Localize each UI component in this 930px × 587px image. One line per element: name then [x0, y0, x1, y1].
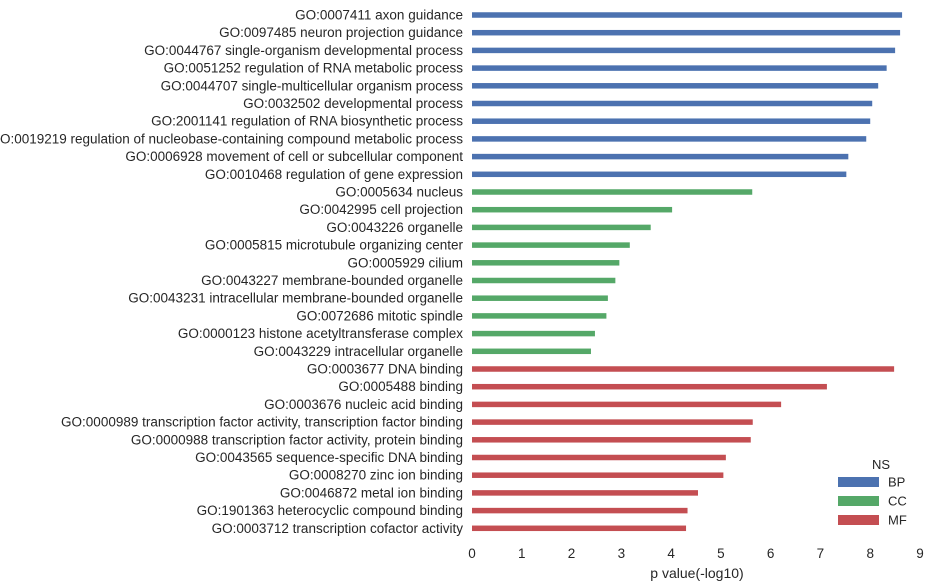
bar-cc — [472, 348, 591, 355]
legend-label-cc: CC — [888, 494, 907, 509]
category-label: GO:0019219 regulation of nucleobase-cont… — [0, 131, 463, 146]
category-label: GO:0003676 nucleic acid binding — [264, 397, 463, 412]
legend-swatch-cc — [838, 496, 879, 506]
category-label: GO:0043229 intracellular organelle — [254, 344, 463, 359]
bar-cc — [472, 260, 620, 266]
bar-cc — [472, 224, 651, 231]
category-label: GO:0003712 transcription cofactor activi… — [212, 521, 464, 536]
x-tick-label: 0 — [468, 546, 476, 561]
bar-bp — [472, 118, 871, 124]
category-label: GO:0046872 metal ion binding — [280, 485, 463, 500]
bar-mf — [472, 401, 782, 408]
category-label: GO:0000989 transcription factor activity… — [61, 415, 463, 430]
category-label: GO:0005815 microtubule organizing center — [205, 238, 464, 253]
x-tick-label: 5 — [717, 546, 725, 561]
category-label: GO:0000123 histone acetyltransferase com… — [178, 326, 463, 341]
category-label: GO:0072686 mitotic spindle — [296, 308, 463, 323]
category-labels: GO:0007411 axon guidance GO:0097485 neuro… — [0, 8, 464, 536]
bar-bp — [472, 65, 887, 71]
x-tick-label: 1 — [518, 546, 526, 561]
x-tick-label: 8 — [866, 546, 874, 561]
legend-swatch-mf — [838, 515, 879, 525]
bar-bp — [472, 83, 879, 89]
bars-layer — [472, 12, 903, 532]
bar-bp — [472, 29, 901, 36]
x-tick-label: 3 — [618, 546, 626, 561]
bar-mf — [472, 490, 698, 496]
legend: NS BP CC MF — [838, 457, 907, 528]
category-label: GO:0005929 cilium — [347, 255, 463, 270]
legend-title: NS — [872, 457, 890, 472]
bar-cc — [472, 206, 673, 213]
bar-cc — [472, 295, 608, 301]
x-axis-ticks: 0 1 2 3 4 5 6 7 8 9 — [468, 546, 924, 561]
category-label: GO:0005488 binding — [338, 379, 463, 394]
bar-cc — [472, 313, 607, 319]
bar-bp — [472, 100, 873, 107]
bar-mf — [472, 383, 827, 390]
category-label: GO:0043565 sequence-specific DNA binding — [195, 450, 463, 465]
x-tick-label: 9 — [916, 546, 924, 561]
category-label: GO:0005634 nucleus — [335, 185, 463, 200]
category-label: GO:0043227 membrane-bounded organelle — [201, 273, 463, 288]
bar-cc — [472, 330, 595, 337]
category-label: GO:0043231 intracellular membrane-bounde… — [128, 291, 463, 306]
legend-label-mf: MF — [888, 513, 907, 528]
bar-mf — [472, 454, 726, 461]
category-label: GO:0010468 regulation of gene expression — [205, 167, 463, 182]
category-label: GO:0032502 developmental process — [243, 96, 463, 111]
bar-bp — [472, 47, 896, 54]
legend-items: BP CC MF — [838, 475, 907, 528]
category-label: GO:0051252 regulation of RNA metabolic p… — [164, 61, 464, 76]
legend-swatch-bp — [838, 477, 879, 487]
bar-mf — [472, 525, 687, 532]
category-label: GO:0000988 transcription factor activity… — [131, 432, 463, 447]
bar-mf — [472, 366, 895, 372]
category-label: GO:0003677 DNA binding — [307, 362, 463, 377]
category-label: GO:0042995 cell projection — [299, 202, 463, 217]
legend-label-bp: BP — [888, 475, 905, 490]
category-label: GO:1901363 heterocyclic compound binding — [197, 503, 463, 518]
bar-bp — [472, 153, 849, 160]
bar-cc — [472, 242, 630, 248]
category-label: GO:2001141 regulation of RNA biosyntheti… — [151, 114, 463, 129]
bar-mf — [472, 437, 751, 443]
bar-mf — [472, 507, 688, 514]
bar-cc — [472, 189, 753, 195]
bar-bp — [472, 12, 903, 18]
x-tick-label: 6 — [767, 546, 775, 561]
bar-mf — [472, 419, 753, 425]
category-label: GO:0043226 organelle — [326, 220, 463, 235]
category-label: GO:0007411 axon guidance — [295, 8, 463, 23]
category-label: GO:0006928 movement of cell or subcellul… — [125, 149, 463, 164]
category-label: GO:0097485 neuron projection guidance — [219, 25, 463, 40]
category-label: GO:0044767 single-organism developmental… — [144, 43, 463, 58]
bar-bp — [472, 171, 847, 178]
bar-bp — [472, 136, 867, 142]
x-axis-title: p value(-log10) — [650, 565, 743, 581]
bar-cc — [472, 277, 616, 284]
bar-mf — [472, 472, 724, 478]
x-tick-label: 2 — [568, 546, 576, 561]
x-tick-label: 4 — [667, 546, 675, 561]
category-label: GO:0044707 single-multicellular organism… — [161, 78, 464, 93]
x-tick-label: 7 — [817, 546, 825, 561]
category-label: GO:0008270 zinc ion binding — [289, 468, 463, 483]
